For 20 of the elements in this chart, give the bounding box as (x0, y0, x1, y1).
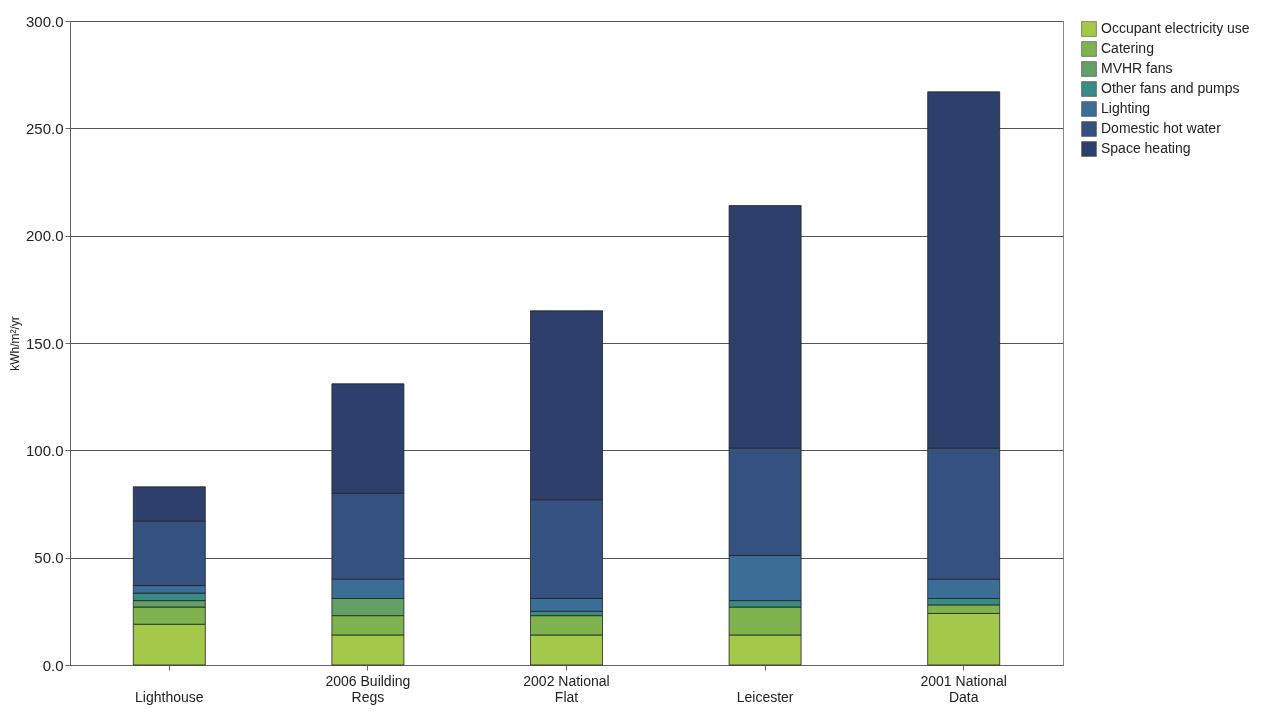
y-axis-title: kWh/m²/yr (7, 316, 22, 371)
x-tick-label: Lighthouse (135, 688, 204, 705)
x-tick-label: 2001 National Data (920, 672, 1007, 705)
y-tick-label: 200.0 (25, 227, 64, 245)
y-tick-label: 300.0 (25, 12, 64, 30)
y-tick-label: 150.0 (25, 334, 64, 352)
legend-label: Occupant electricity use (1101, 20, 1250, 36)
x-tick-label: 2002 National Flat (523, 672, 610, 705)
y-tick-label: 100.0 (25, 441, 64, 459)
x-tick-label: Leicester (736, 688, 794, 705)
y-tick-label: 0.0 (42, 656, 64, 674)
legend-label: Lighting (1101, 100, 1151, 116)
y-tick-label: 50.0 (34, 549, 64, 567)
legend-label: Other fans and pumps (1101, 80, 1240, 96)
legend-label: Domestic hot water (1101, 120, 1222, 136)
legend-label: MVHR fans (1101, 60, 1173, 76)
legend-label: Catering (1101, 40, 1154, 56)
y-tick-label: 250.0 (25, 119, 64, 137)
legend-label: Space heating (1101, 140, 1191, 156)
x-tick-label: 2006 Building Regs (325, 672, 411, 705)
